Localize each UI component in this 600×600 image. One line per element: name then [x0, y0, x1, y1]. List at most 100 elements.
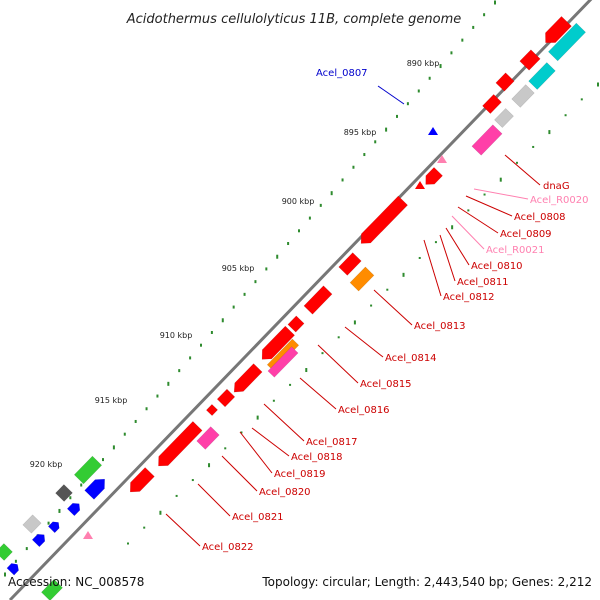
- scale-tick: [385, 127, 388, 132]
- gene-feature: [425, 167, 443, 185]
- scale-tick: [406, 102, 409, 106]
- gene-label[interactable]: Acel_R0020: [530, 195, 589, 206]
- scale-tick: [417, 89, 420, 93]
- scale-tick: [69, 496, 72, 500]
- gene-feature: [73, 455, 103, 485]
- label-leader-line: [504, 154, 541, 186]
- label-leader-line: [239, 431, 273, 474]
- scale-tick: [289, 383, 292, 386]
- scale-tick: [428, 76, 431, 80]
- accession-text: Accession: NC_008578: [8, 575, 144, 589]
- label-leader-line: [451, 215, 485, 250]
- scale-tick: [434, 241, 437, 244]
- scale-tick: [224, 447, 227, 450]
- scale-tick: [276, 254, 279, 259]
- scale-tick: [515, 161, 518, 164]
- scale-tick: [319, 203, 322, 207]
- gene-label[interactable]: Acel_0811: [457, 277, 509, 288]
- gene-label[interactable]: Acel_0819: [274, 469, 326, 480]
- gene-label[interactable]: Acel_0821: [232, 512, 284, 523]
- scale-label: 900 kbp: [282, 197, 315, 206]
- scale-label: 895 kbp: [344, 128, 377, 137]
- gene-feature: [41, 579, 63, 600]
- scale-tick: [305, 368, 308, 373]
- gene-feature: [267, 346, 299, 378]
- scale-tick: [159, 510, 162, 515]
- scale-tick: [308, 216, 311, 220]
- gene-feature: [548, 22, 586, 62]
- scale-tick: [127, 542, 129, 545]
- scale-tick: [483, 13, 486, 17]
- gene-marker: [415, 181, 425, 189]
- label-leader-line: [197, 483, 231, 517]
- gene-label[interactable]: Acel_0813: [414, 321, 466, 332]
- scale-tick: [352, 165, 355, 169]
- gene-feature: [482, 94, 502, 114]
- gene-label[interactable]: Acel_0818: [291, 452, 343, 463]
- gene-label[interactable]: Acel_0820: [259, 487, 311, 498]
- scale-labels: 890 kbp 895 kbp 900 kbp 905 kbp 910 kbp 915 k…: [30, 59, 440, 469]
- gene-feature: [471, 124, 503, 156]
- gene-label[interactable]: Acel_R0021: [486, 245, 545, 256]
- scale-tick: [80, 483, 83, 487]
- gene-label[interactable]: Acel_0810: [471, 261, 523, 272]
- gene-label[interactable]: Acel_0822: [202, 542, 254, 553]
- gene-feature: [196, 426, 220, 450]
- gene-feature: [519, 49, 541, 71]
- scale-tick: [221, 318, 224, 323]
- scale-label: 920 kbp: [30, 460, 63, 469]
- label-leader-line: [251, 427, 290, 457]
- gene-label[interactable]: Acel_0807: [316, 68, 368, 79]
- scale-tick: [564, 114, 567, 117]
- gene-feature: [349, 266, 375, 292]
- scale-tick: [483, 193, 486, 196]
- gene-marker: [83, 531, 93, 539]
- gene-label[interactable]: Acel_0816: [338, 405, 390, 416]
- label-leader-line: [344, 326, 384, 358]
- gene-feature: [66, 502, 81, 517]
- scale-tick: [467, 209, 470, 212]
- scale-tick: [143, 526, 146, 529]
- scale-tick: [402, 272, 405, 277]
- gene-label[interactable]: Acel_0815: [360, 379, 412, 390]
- genome-backbone: [8, 0, 593, 600]
- scale-label: 910 kbp: [160, 331, 193, 340]
- scale-tick: [102, 458, 104, 462]
- scale-tick: [374, 140, 377, 144]
- gene-feature: [0, 543, 13, 561]
- scale-tick: [167, 381, 170, 386]
- gene-feature: [494, 108, 514, 128]
- scale-tick: [14, 559, 17, 563]
- gene-feature: [233, 363, 263, 393]
- scale-tick: [175, 494, 178, 497]
- gene-feature: [6, 563, 19, 576]
- scale-tick: [123, 432, 126, 436]
- gene-label[interactable]: dnaG: [543, 181, 570, 192]
- scale-tick: [232, 305, 235, 309]
- scale-tick: [156, 394, 159, 398]
- gene-feature: [205, 403, 219, 417]
- label-leader-line: [423, 239, 442, 297]
- scale-tick: [272, 399, 275, 402]
- scale-label: 890 kbp: [407, 59, 440, 68]
- scale-tick: [532, 145, 535, 148]
- gene-label[interactable]: Acel_0814: [385, 353, 437, 364]
- scale-tick: [25, 547, 28, 551]
- gene-label[interactable]: Acel_0812: [443, 292, 495, 303]
- scale-tick: [597, 82, 599, 87]
- scale-tick: [353, 320, 356, 325]
- gene-feature: [287, 315, 305, 333]
- scale-tick: [451, 225, 454, 230]
- label-leader-line: [445, 227, 470, 266]
- gene-label[interactable]: Acel_0817: [306, 437, 358, 448]
- label-leader-line: [299, 377, 337, 410]
- gene-marker: [428, 127, 438, 135]
- gene-label[interactable]: Acel_0809: [500, 229, 552, 240]
- scale-tick: [210, 330, 213, 334]
- gene-label[interactable]: Acel_0808: [514, 212, 566, 223]
- scale-tick: [145, 407, 148, 411]
- scale-tick: [499, 177, 502, 182]
- gene-labels: Acel_0807 dnaG Acel_R0020 Acel_0808 Acel_080…: [202, 68, 589, 553]
